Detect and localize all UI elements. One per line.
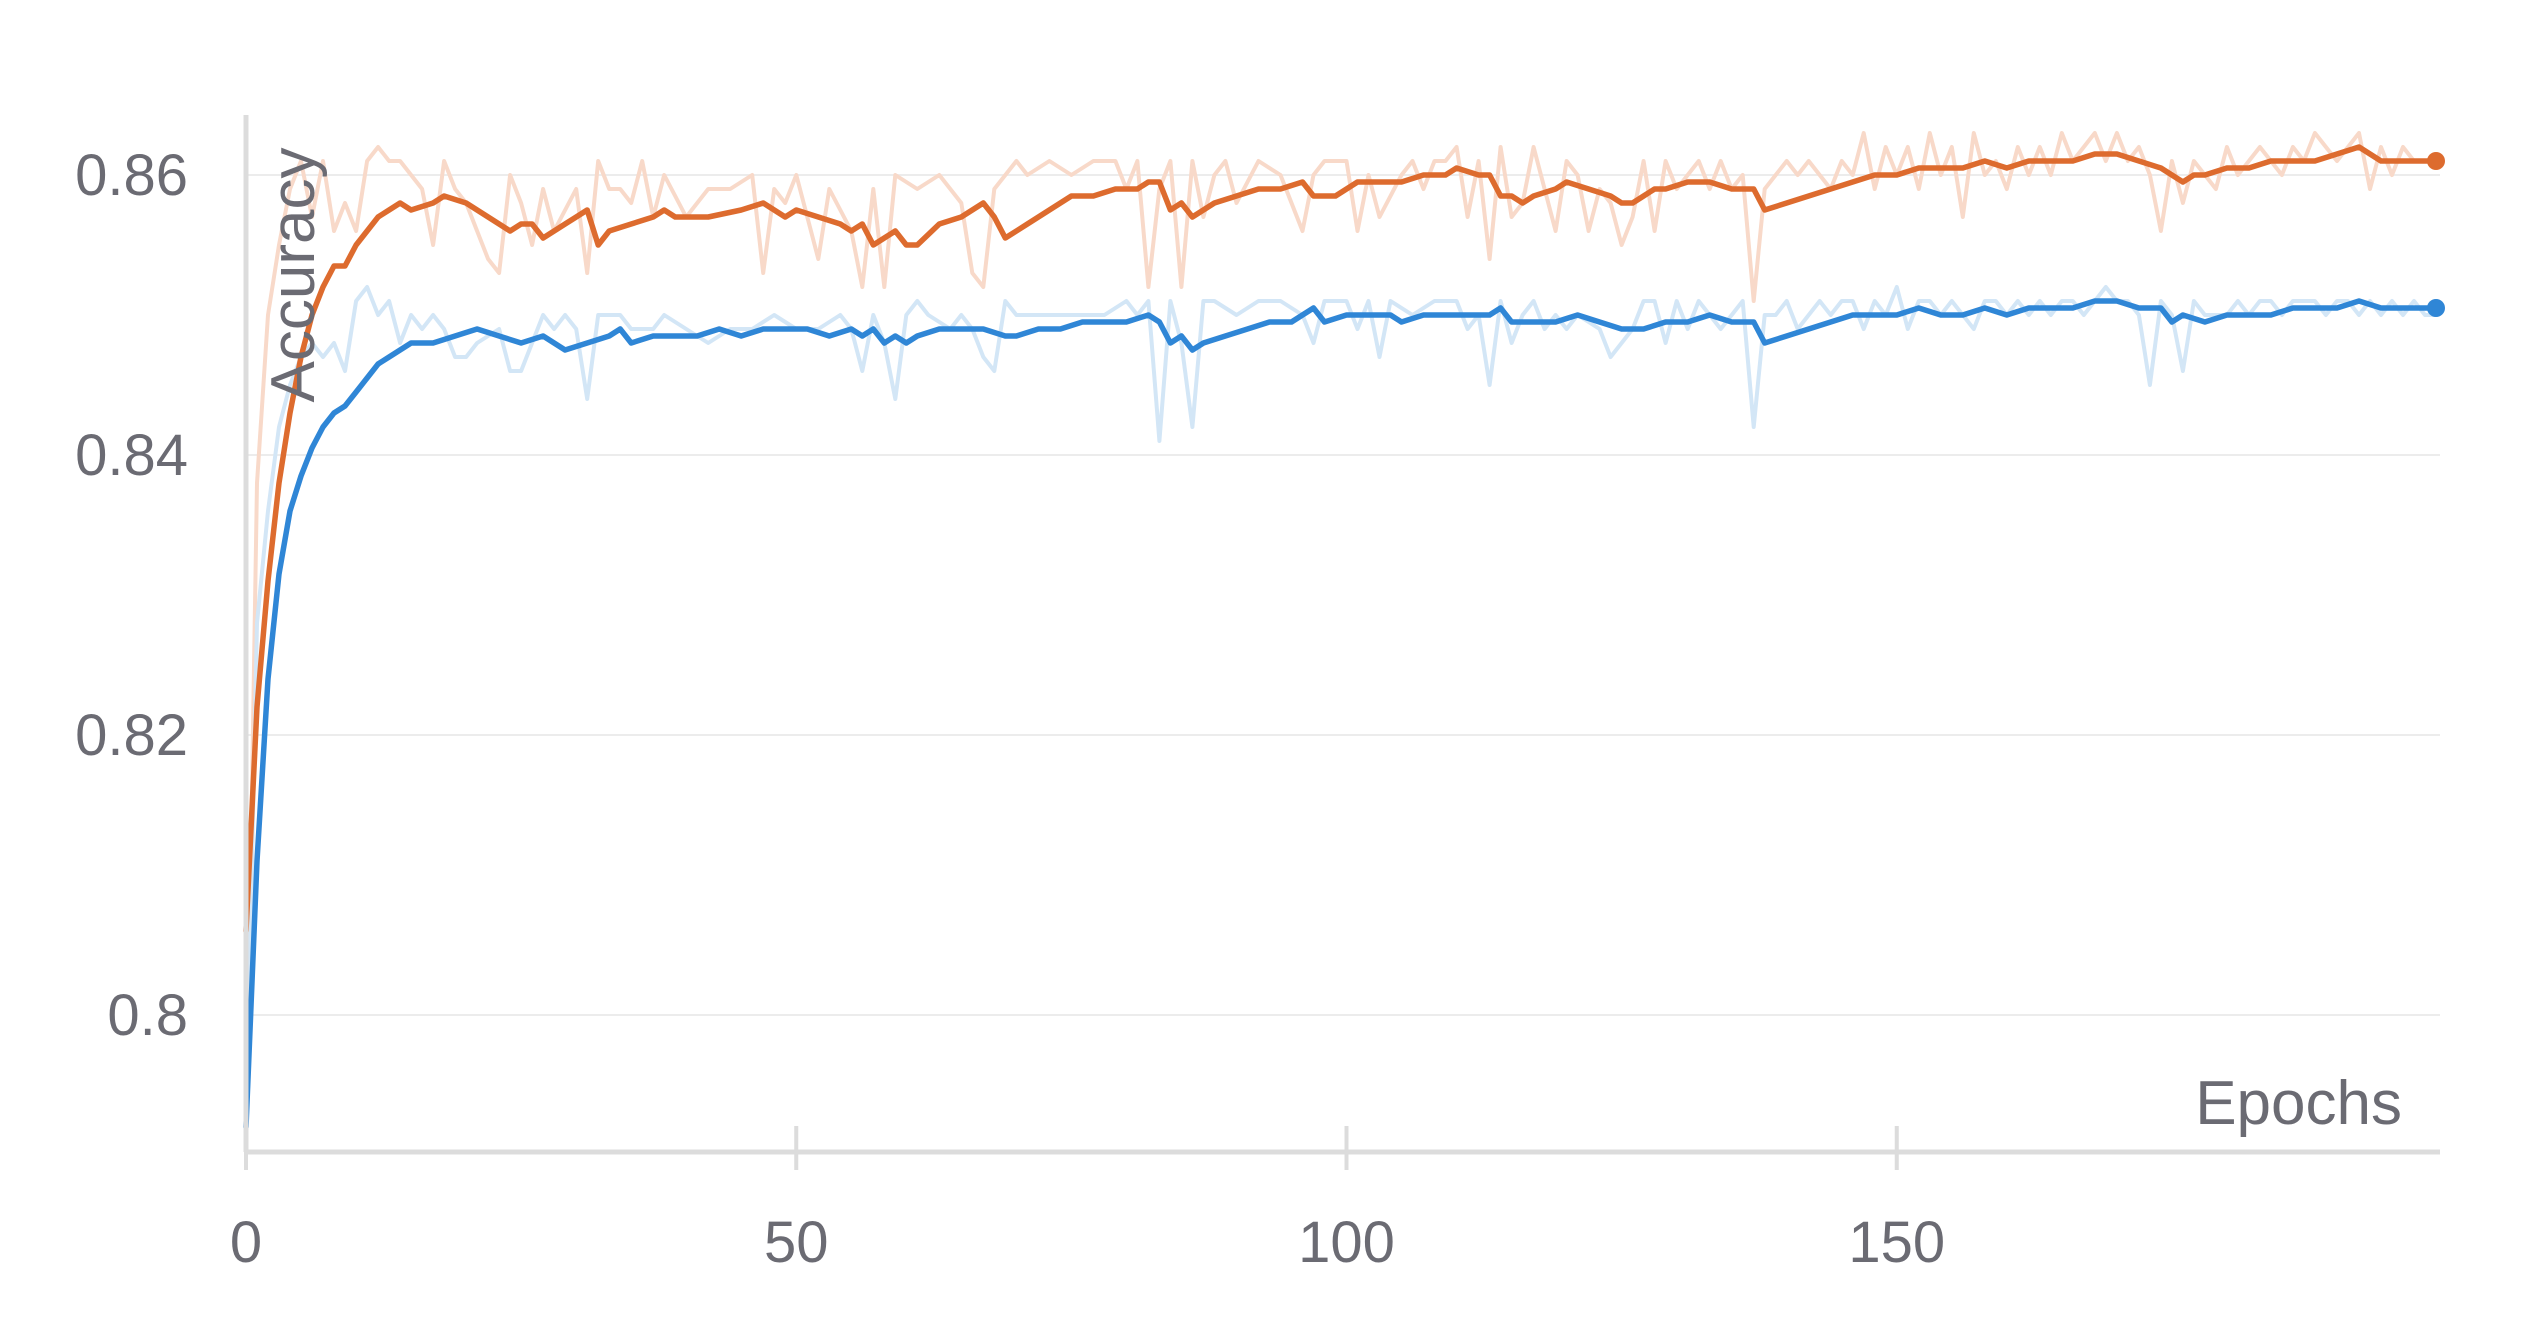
gridlines bbox=[246, 174, 2440, 1016]
series-blue-smoothed-line bbox=[243, 298, 2439, 1130]
series-orange-endpoint[interactable] bbox=[2426, 152, 2445, 170]
raw-series-layer bbox=[244, 131, 2436, 1156]
axes bbox=[243, 115, 2440, 1170]
y-tick-label: 0.84 bbox=[75, 423, 188, 488]
y-tick-label: 0.86 bbox=[75, 143, 188, 208]
x-tick-label: 100 bbox=[1298, 1210, 1395, 1275]
x-axis-label: Epochs bbox=[2195, 1069, 2402, 1138]
x-tick-label: 50 bbox=[764, 1210, 829, 1275]
y-tick-label: 0.8 bbox=[107, 983, 188, 1048]
y-axis-label: Accuracy bbox=[259, 148, 328, 403]
x-tick-label: 0 bbox=[230, 1210, 262, 1275]
smoothed-series-layer bbox=[243, 144, 2445, 1130]
x-tick-label: 150 bbox=[1848, 1210, 1945, 1275]
series-blue-endpoint[interactable] bbox=[2426, 299, 2445, 317]
series-orange-smoothed-line bbox=[243, 144, 2439, 934]
tick-labels: 0.8 0.82 0.84 0.86 0 50 100 150 bbox=[75, 143, 1945, 1275]
series-blue-raw-line bbox=[244, 285, 2436, 1156]
y-tick-label: 0.82 bbox=[75, 703, 188, 768]
